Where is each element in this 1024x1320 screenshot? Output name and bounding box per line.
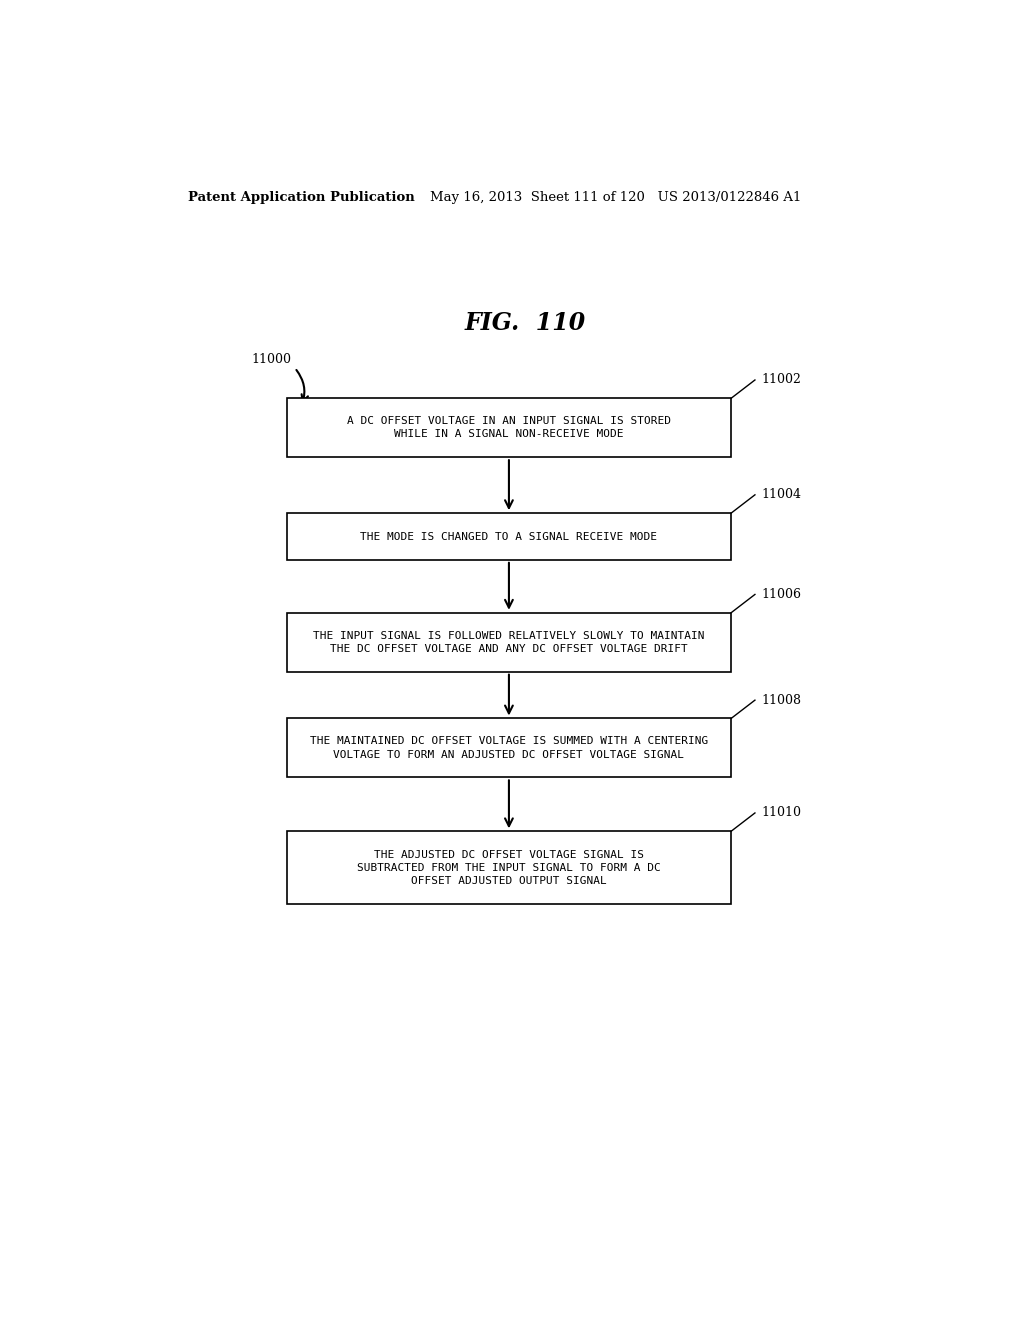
Text: 11002: 11002: [761, 374, 801, 387]
Text: 11004: 11004: [761, 488, 802, 502]
FancyBboxPatch shape: [287, 612, 731, 672]
Text: THE ADJUSTED DC OFFSET VOLTAGE SIGNAL IS
SUBTRACTED FROM THE INPUT SIGNAL TO FOR: THE ADJUSTED DC OFFSET VOLTAGE SIGNAL IS…: [357, 850, 660, 886]
Text: Patent Application Publication: Patent Application Publication: [187, 190, 415, 203]
Text: THE MODE IS CHANGED TO A SIGNAL RECEIVE MODE: THE MODE IS CHANGED TO A SIGNAL RECEIVE …: [360, 532, 657, 541]
Text: 11006: 11006: [761, 587, 802, 601]
FancyBboxPatch shape: [287, 399, 731, 457]
Text: May 16, 2013  Sheet 111 of 120   US 2013/0122846 A1: May 16, 2013 Sheet 111 of 120 US 2013/01…: [430, 190, 801, 203]
FancyBboxPatch shape: [287, 832, 731, 904]
Text: FIG.  110: FIG. 110: [464, 312, 586, 335]
Text: 11010: 11010: [761, 807, 802, 820]
Text: A DC OFFSET VOLTAGE IN AN INPUT SIGNAL IS STORED
WHILE IN A SIGNAL NON-RECEIVE M: A DC OFFSET VOLTAGE IN AN INPUT SIGNAL I…: [347, 416, 671, 440]
Text: 11008: 11008: [761, 693, 802, 706]
FancyBboxPatch shape: [287, 718, 731, 777]
FancyBboxPatch shape: [287, 513, 731, 560]
Text: 11000: 11000: [251, 354, 291, 366]
Text: THE MAINTAINED DC OFFSET VOLTAGE IS SUMMED WITH A CENTERING
VOLTAGE TO FORM AN A: THE MAINTAINED DC OFFSET VOLTAGE IS SUMM…: [310, 737, 708, 759]
Text: THE INPUT SIGNAL IS FOLLOWED RELATIVELY SLOWLY TO MAINTAIN
THE DC OFFSET VOLTAGE: THE INPUT SIGNAL IS FOLLOWED RELATIVELY …: [313, 631, 705, 653]
